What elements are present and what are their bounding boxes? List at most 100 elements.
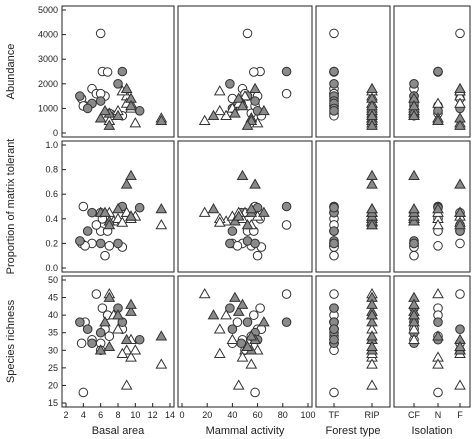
data-point xyxy=(103,291,116,302)
data-point xyxy=(258,206,270,217)
data-point xyxy=(213,216,226,227)
y-axis-title: Abundance xyxy=(5,44,17,100)
x-axis-title: Isolation xyxy=(412,425,453,437)
data-point xyxy=(455,289,465,299)
data-point xyxy=(155,358,168,369)
data-point xyxy=(129,344,142,355)
y-tick-label: 30 xyxy=(48,345,58,355)
y-tick-label: 50 xyxy=(48,275,58,285)
data-point xyxy=(433,66,443,77)
data-point xyxy=(408,333,420,344)
data-point xyxy=(329,66,339,77)
data-point xyxy=(432,358,444,369)
data-point xyxy=(229,215,241,226)
data-point xyxy=(95,238,106,249)
data-point xyxy=(113,238,123,249)
data-point xyxy=(366,379,378,390)
data-point xyxy=(408,202,420,214)
data-point xyxy=(225,79,235,89)
axis-labels: 010002000300040005000Abundance0.00.20.40… xyxy=(5,5,463,437)
data-point xyxy=(408,316,420,327)
data-point xyxy=(455,324,465,335)
data-point xyxy=(454,218,466,230)
y-tick-label: 3000 xyxy=(38,54,58,64)
data-point xyxy=(408,309,420,320)
data-point xyxy=(366,99,378,111)
data-point xyxy=(229,291,241,302)
data-point xyxy=(125,351,137,362)
data-point xyxy=(454,119,466,130)
data-point xyxy=(408,215,420,226)
data-point xyxy=(409,79,419,89)
data-point xyxy=(213,323,226,334)
data-point xyxy=(236,298,249,309)
data-point xyxy=(366,82,378,93)
data-point xyxy=(454,82,466,93)
data-point xyxy=(112,323,124,334)
data-point xyxy=(232,92,245,103)
data-point xyxy=(408,323,420,334)
panel-r0-c3 xyxy=(393,5,471,138)
data-point xyxy=(245,202,258,214)
y-tick-label: 2000 xyxy=(38,79,58,89)
x-tick-label: 6 xyxy=(98,410,103,420)
data-point xyxy=(408,99,420,111)
data-point xyxy=(252,250,263,261)
data-point xyxy=(281,317,292,327)
y-tick-label: 1000 xyxy=(38,103,58,113)
y-tick-label: 4000 xyxy=(38,30,58,40)
data-point xyxy=(229,107,241,118)
x-tick-label: TF xyxy=(329,410,340,420)
panel-r2-c2 xyxy=(315,275,391,408)
data-point xyxy=(76,338,87,349)
data-point xyxy=(87,207,97,218)
data-point xyxy=(155,218,168,230)
data-point xyxy=(432,330,444,341)
x-tick-label: 12 xyxy=(148,410,158,420)
data-point xyxy=(281,220,292,230)
data-point xyxy=(100,250,110,261)
data-point xyxy=(432,202,444,214)
data-point xyxy=(213,104,226,116)
data-point xyxy=(329,202,339,213)
y-tick-label: 40 xyxy=(48,310,58,320)
data-point xyxy=(249,82,261,93)
data-point xyxy=(225,303,235,313)
data-point xyxy=(250,96,260,106)
x-axis-title: Mammal activity xyxy=(206,425,285,437)
x-tick-label: N xyxy=(435,410,442,420)
data-point xyxy=(91,220,102,230)
data-point xyxy=(329,303,339,313)
data-point xyxy=(94,344,107,355)
data-point xyxy=(366,119,378,130)
panel-r2-c3 xyxy=(393,275,471,408)
data-point xyxy=(82,103,93,114)
data-point xyxy=(82,226,93,236)
data-point xyxy=(250,387,260,398)
panel-r1-c0 xyxy=(61,140,175,273)
data-point xyxy=(433,387,443,398)
data-point xyxy=(432,288,444,299)
data-point xyxy=(281,88,292,99)
data-point xyxy=(241,340,254,352)
data-point xyxy=(134,202,145,213)
data-point xyxy=(433,317,443,327)
data-point xyxy=(134,334,145,345)
data-point xyxy=(409,250,419,261)
data-point xyxy=(112,109,124,121)
data-point xyxy=(329,106,339,116)
y-tick-label: 0.8 xyxy=(45,165,58,175)
data-point xyxy=(250,238,260,249)
data-point xyxy=(116,347,129,359)
data-point xyxy=(125,305,137,316)
y-tick-label: 45 xyxy=(48,293,58,303)
data-point xyxy=(242,317,253,327)
data-point xyxy=(366,309,378,320)
x-tick-label: 2 xyxy=(63,410,68,420)
data-point xyxy=(241,119,254,130)
data-point xyxy=(366,178,378,189)
data-point xyxy=(432,218,444,230)
data-point xyxy=(432,114,444,125)
data-point xyxy=(249,178,261,189)
data-point xyxy=(78,201,89,212)
